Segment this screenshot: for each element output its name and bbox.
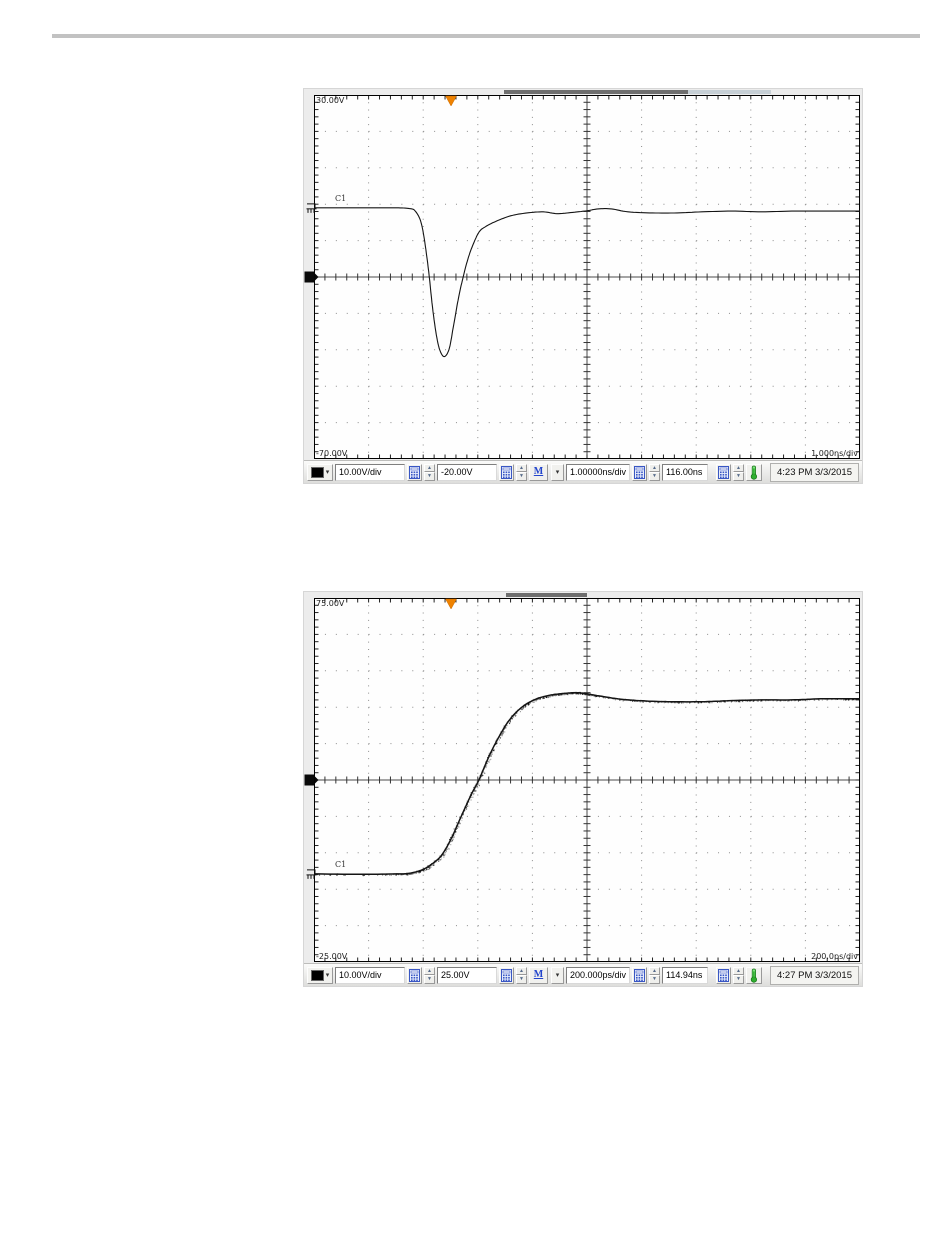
bottom-voltage-label: -70.00V bbox=[316, 449, 348, 458]
record-bar-segment bbox=[504, 90, 688, 94]
vertical-offset-calculator-button[interactable] bbox=[499, 966, 514, 984]
calculator-icon bbox=[718, 968, 729, 982]
scope-status-bar: ▾ 10.00V/div ▲ ▼ -20.00V ▲ ▼ M ▾ 1.00000ns/div ▲ ▼ 1… bbox=[304, 460, 862, 483]
trigger-level-marker bbox=[304, 271, 315, 283]
math-menu-button[interactable]: M bbox=[529, 966, 548, 984]
top-voltage-label: 75.00V bbox=[316, 599, 345, 608]
calculator-icon bbox=[409, 968, 420, 982]
math-dropdown-button[interactable]: ▾ bbox=[551, 463, 564, 481]
calculator-icon bbox=[501, 465, 512, 479]
temperature-status-button[interactable] bbox=[746, 966, 762, 984]
top-voltage-label: 30.00V bbox=[316, 96, 345, 105]
thermometer-icon bbox=[750, 465, 758, 480]
horizontal-scale-field[interactable]: 200.000ps/div bbox=[566, 966, 630, 984]
vertical-scale-field[interactable]: 10.00V/div bbox=[335, 966, 405, 984]
trigger-position-marker bbox=[445, 95, 457, 107]
scope-status-bar: ▾ 10.00V/div ▲ ▼ 25.00V ▲ ▼ M ▾ 200.000ps/div ▲ ▼ 11… bbox=[304, 963, 862, 986]
horizontal-position-calculator-button[interactable] bbox=[716, 966, 731, 984]
math-button-label: M bbox=[533, 466, 544, 477]
trigger-level-marker bbox=[304, 774, 315, 786]
channel-color-button[interactable]: ▾ bbox=[307, 966, 333, 984]
horizontal-position-calculator-button[interactable] bbox=[716, 463, 731, 481]
oscilloscope-capture-1: 30.00V -70.00V 1.000ns/div C1 ▾ 10.00V/di… bbox=[303, 88, 863, 484]
vertical-offset-spinner[interactable]: ▲ ▼ bbox=[516, 966, 527, 984]
waveform-noise bbox=[314, 691, 856, 877]
vertical-offset-spinner[interactable]: ▲ ▼ bbox=[516, 463, 527, 481]
record-bar-segment bbox=[506, 593, 587, 597]
horizontal-position-field[interactable]: 116.00ns bbox=[662, 463, 708, 481]
waveform-plot bbox=[314, 598, 860, 962]
oscilloscope-capture-2: 75.00V -25.00V 200.0ps/div C1 ▾ 10.00V/di… bbox=[303, 591, 863, 987]
math-menu-button[interactable]: M bbox=[529, 463, 548, 481]
channel-color-swatch bbox=[310, 969, 324, 981]
trigger-position-marker bbox=[445, 598, 457, 610]
graticule: 75.00V -25.00V 200.0ps/div C1 bbox=[314, 598, 860, 962]
page-header-rule bbox=[52, 34, 920, 38]
waveform-trace-c1 bbox=[314, 691, 860, 876]
math-button-label: M bbox=[533, 969, 544, 980]
math-dropdown-button[interactable]: ▾ bbox=[551, 966, 564, 984]
dropdown-arrow-icon: ▾ bbox=[325, 468, 330, 476]
thermometer-icon bbox=[750, 968, 758, 983]
channel-1-label: C1 bbox=[335, 193, 347, 203]
channel-color-swatch bbox=[310, 466, 324, 478]
dropdown-arrow-icon: ▾ bbox=[555, 971, 560, 979]
horizontal-scale-field[interactable]: 1.00000ns/div bbox=[566, 463, 630, 481]
graticule: 30.00V -70.00V 1.000ns/div C1 bbox=[314, 95, 860, 459]
vertical-offset-field[interactable]: 25.00V bbox=[437, 966, 497, 984]
bottom-voltage-label: -25.00V bbox=[316, 952, 348, 961]
vertical-scale-spinner[interactable]: ▲ ▼ bbox=[424, 966, 435, 984]
vertical-offset-field[interactable]: -20.00V bbox=[437, 463, 497, 481]
channel-color-button[interactable]: ▾ bbox=[307, 463, 333, 481]
record-position-bar bbox=[314, 593, 860, 597]
vertical-scale-calculator-button[interactable] bbox=[407, 966, 422, 984]
timebase-per-div-label: 1.000ns/div bbox=[811, 449, 858, 458]
horizontal-position-spinner[interactable]: ▲ ▼ bbox=[733, 966, 744, 984]
vertical-scale-calculator-button[interactable] bbox=[407, 463, 422, 481]
calculator-icon bbox=[634, 968, 645, 982]
clock-display: 4:27 PM 3/3/2015 bbox=[770, 965, 859, 985]
clock-display: 4:23 PM 3/3/2015 bbox=[770, 462, 859, 482]
vertical-scale-field[interactable]: 10.00V/div bbox=[335, 463, 405, 481]
horizontal-position-field[interactable]: 114.94ns bbox=[662, 966, 708, 984]
dropdown-arrow-icon: ▾ bbox=[325, 971, 330, 979]
timebase-per-div-label: 200.0ps/div bbox=[811, 952, 858, 961]
calculator-icon bbox=[634, 465, 645, 479]
vertical-scale-spinner[interactable]: ▲ ▼ bbox=[424, 463, 435, 481]
record-bar-segment bbox=[688, 90, 771, 94]
waveform-trace-c1 bbox=[314, 207, 860, 358]
vertical-offset-calculator-button[interactable] bbox=[499, 463, 514, 481]
calculator-icon bbox=[718, 465, 729, 479]
horizontal-position-spinner[interactable]: ▲ ▼ bbox=[733, 463, 744, 481]
waveform-plot bbox=[314, 95, 860, 459]
calculator-icon bbox=[409, 465, 420, 479]
temperature-status-button[interactable] bbox=[746, 463, 762, 481]
horizontal-scale-spinner[interactable]: ▲ ▼ bbox=[649, 966, 660, 984]
channel-1-label: C1 bbox=[335, 859, 347, 869]
horizontal-scale-spinner[interactable]: ▲ ▼ bbox=[649, 463, 660, 481]
calculator-icon bbox=[501, 968, 512, 982]
horizontal-scale-calculator-button[interactable] bbox=[632, 463, 647, 481]
horizontal-scale-calculator-button[interactable] bbox=[632, 966, 647, 984]
record-position-bar bbox=[314, 90, 860, 94]
dropdown-arrow-icon: ▾ bbox=[555, 468, 560, 476]
